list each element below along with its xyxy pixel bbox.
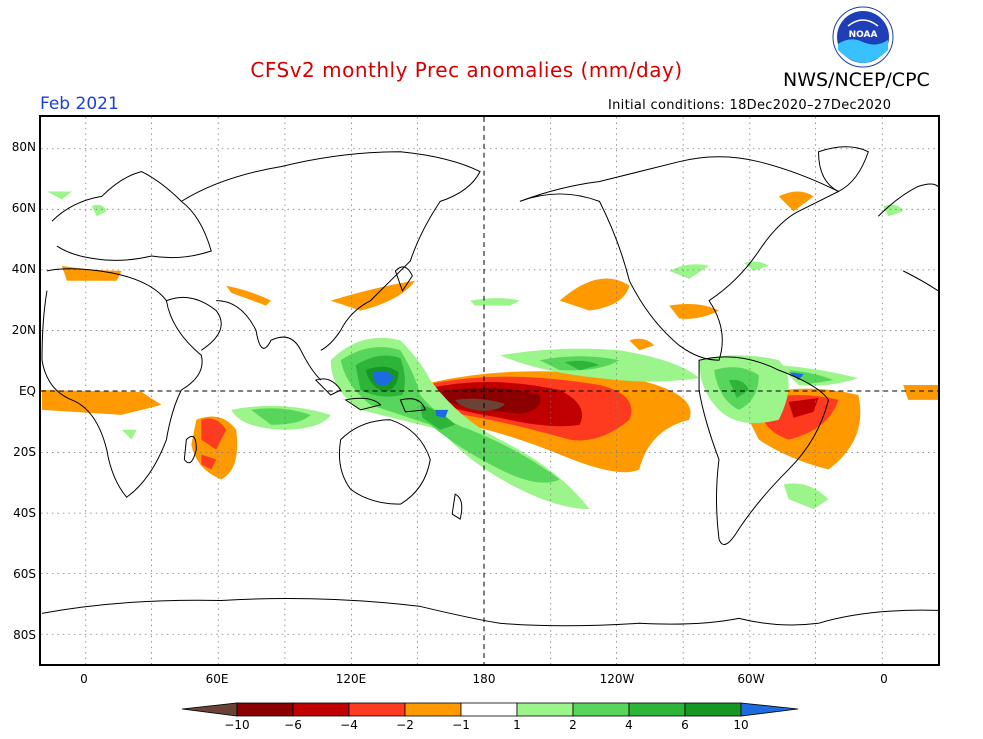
legend-swatch-6-10	[684, 702, 742, 717]
legend-swatch-below-minus10	[181, 702, 238, 717]
lon-label-0: 0	[80, 672, 88, 686]
legend-swatch-minus10-minus6	[236, 702, 294, 717]
lat-label-40n: 40N	[11, 262, 36, 276]
legend-swatch-1-2	[516, 702, 574, 717]
lon-label-120w: 120W	[599, 672, 635, 686]
legend-label-1: 1	[513, 718, 521, 732]
legend-swatch-minus2-minus1	[404, 702, 462, 717]
legend-label-minus4: −4	[340, 718, 358, 732]
noaa-logo-text: NOAA	[849, 30, 878, 40]
legend-swatch-minus6-minus4	[292, 702, 350, 717]
wet-anomaly-extreme	[372, 370, 804, 418]
map-title: CFSv2 monthly Prec anomalies (mm/day)	[250, 58, 683, 82]
legend-label-4: 4	[625, 718, 633, 732]
lat-label-40s: 40S	[13, 506, 36, 520]
lon-label-120e: 120E	[335, 672, 367, 686]
legend-swatch-2-4	[572, 702, 630, 717]
equator-and-dateline	[41, 117, 938, 664]
legend-swatch-minus1-1	[460, 702, 518, 717]
legend-label-minus1: −1	[452, 718, 470, 732]
legend-label-10: 10	[733, 718, 749, 732]
lat-label-20s: 20S	[13, 445, 36, 459]
initial-conditions: Initial conditions: 18Dec2020–27Dec2020	[608, 98, 892, 113]
agency-label: NWS/NCEP/CPC	[783, 69, 930, 91]
lat-label-20n: 20N	[11, 323, 36, 337]
lon-label-60w: 60W	[737, 672, 765, 686]
anomaly-fields	[41, 191, 938, 510]
lat-label-60n: 60N	[11, 201, 36, 215]
lon-label-60e: 60E	[205, 672, 229, 686]
legend-swatch-above-10	[740, 702, 799, 717]
legend-label-minus2: −2	[396, 718, 414, 732]
legend-label-2: 2	[569, 718, 577, 732]
lat-label-eq: EQ	[18, 384, 36, 398]
precip-anomaly-map	[39, 115, 940, 666]
legend-swatch-minus4-minus2	[348, 702, 406, 717]
forecast-month: Feb 2021	[40, 94, 119, 114]
lon-label-0-east: 0	[880, 672, 888, 686]
legend-label-6: 6	[681, 718, 689, 732]
lat-label-60s: 60S	[13, 567, 36, 581]
lat-label-80n: 80N	[11, 140, 36, 154]
legend-label-minus6: −6	[284, 718, 302, 732]
lon-label-180: 180	[472, 672, 496, 686]
legend-swatch-4-6	[628, 702, 686, 717]
lat-label-80s: 80S	[13, 628, 36, 642]
coastlines	[41, 146, 938, 627]
noaa-logo: NOAA	[832, 6, 894, 68]
legend-label-minus10: −10	[224, 718, 250, 732]
dry-anomaly-max	[455, 398, 505, 411]
